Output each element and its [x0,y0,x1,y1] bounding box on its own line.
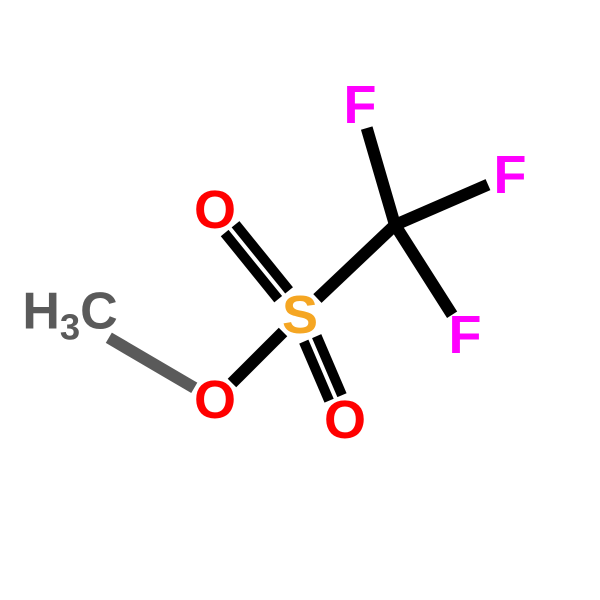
atom-label: O [194,370,236,430]
atom-o-bottom: O [324,389,366,451]
atom-f-right: F [494,144,527,206]
atom-label: F [449,305,482,365]
atom-label: S [282,285,318,345]
atom-label: F [344,75,377,135]
atom-h3c: H3C [22,281,117,348]
atom-f-top: F [344,74,377,136]
atom-label: H3C [22,282,117,340]
atom-label: O [324,390,366,450]
atom-f-bottom: F [449,304,482,366]
atom-label: O [194,180,236,240]
atom-label: F [494,145,527,205]
atom-o-bridge: O [194,369,236,431]
atom-s: S [282,284,318,346]
atom-o-top: O [194,179,236,241]
